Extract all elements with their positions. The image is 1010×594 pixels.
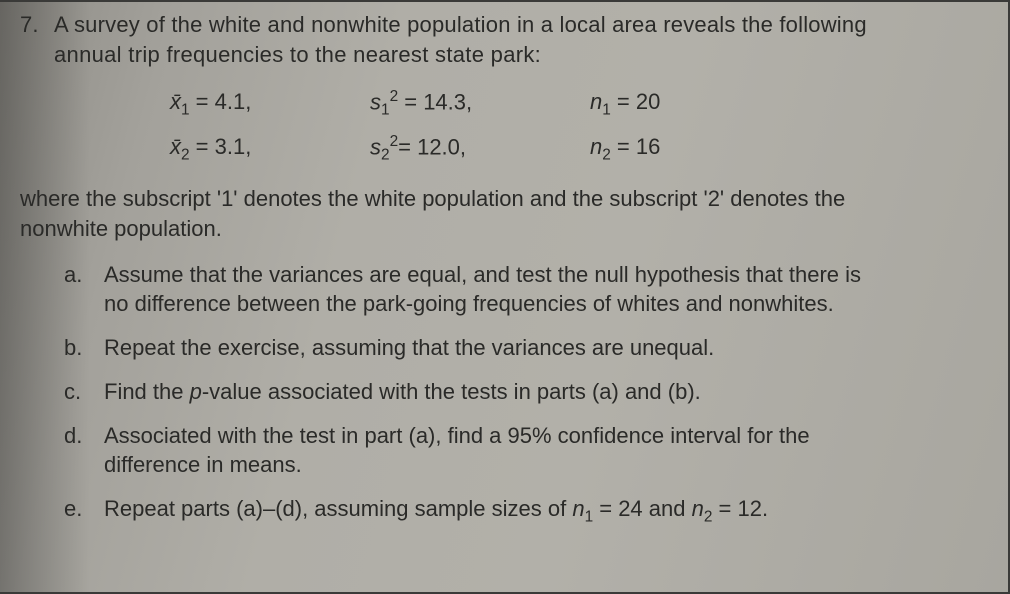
part-e: e. Repeat parts (a)–(d), assuming sample…: [64, 494, 978, 528]
problem-7: 7.A survey of the white and nonwhite pop…: [20, 10, 978, 528]
part-b: b. Repeat the exercise, assuming that th…: [64, 333, 978, 363]
part-e-n1: n: [572, 496, 584, 521]
part-c-pvalue: p: [190, 379, 202, 404]
part-c-label: c.: [64, 377, 96, 407]
stat-s1sq: s12 = 14.3,: [370, 87, 590, 122]
note-line2: nonwhite population.: [20, 214, 978, 244]
subscript-note: where the subscript '1' denotes the whit…: [20, 184, 978, 243]
part-e-pre: Repeat parts (a)–(d), assuming sample si…: [104, 496, 572, 521]
part-a-text2: no difference between the park-going fre…: [104, 291, 834, 316]
part-e-label: e.: [64, 494, 96, 524]
note-line1: where the subscript '1' denotes the whit…: [20, 184, 978, 214]
part-e-mid2: = 12.: [712, 496, 768, 521]
part-a-label: a.: [64, 260, 96, 290]
lead-text-line1: A survey of the white and nonwhite popul…: [54, 12, 867, 37]
part-c-pre: Find the: [104, 379, 190, 404]
stat-xbar2: x̄2 = 3.1,: [170, 132, 370, 167]
part-d-label: d.: [64, 421, 96, 451]
part-c-post: -value associated with the tests in part…: [202, 379, 701, 404]
part-d: d. Associated with the test in part (a),…: [64, 421, 978, 480]
problem-number: 7.: [20, 10, 54, 40]
part-b-text: Repeat the exercise, assuming that the v…: [104, 335, 714, 360]
part-d-text2: difference in means.: [104, 452, 302, 477]
part-b-label: b.: [64, 333, 96, 363]
statistics-grid: x̄1 = 4.1, s12 = 14.3, n1 = 20 x̄2 = 3.1…: [170, 87, 978, 166]
part-c: c. Find the p-value associated with the …: [64, 377, 978, 407]
subparts-list: a. Assume that the variances are equal, …: [20, 260, 978, 528]
part-e-n2: n: [692, 496, 704, 521]
part-a: a. Assume that the variances are equal, …: [64, 260, 978, 319]
part-e-mid1: = 24 and: [593, 496, 691, 521]
lead-text-line2: annual trip frequencies to the nearest s…: [20, 40, 978, 70]
stat-xbar1: x̄1 = 4.1,: [170, 87, 370, 122]
textbook-page: 7.A survey of the white and nonwhite pop…: [0, 0, 1010, 594]
stat-n1: n1 = 20: [590, 87, 770, 122]
stat-n2: n2 = 16: [590, 132, 770, 167]
part-d-text1: Associated with the test in part (a), fi…: [104, 423, 810, 448]
stat-s2sq: s22= 12.0,: [370, 132, 590, 167]
part-a-text1: Assume that the variances are equal, and…: [104, 262, 861, 287]
problem-lead: 7.A survey of the white and nonwhite pop…: [20, 10, 978, 69]
